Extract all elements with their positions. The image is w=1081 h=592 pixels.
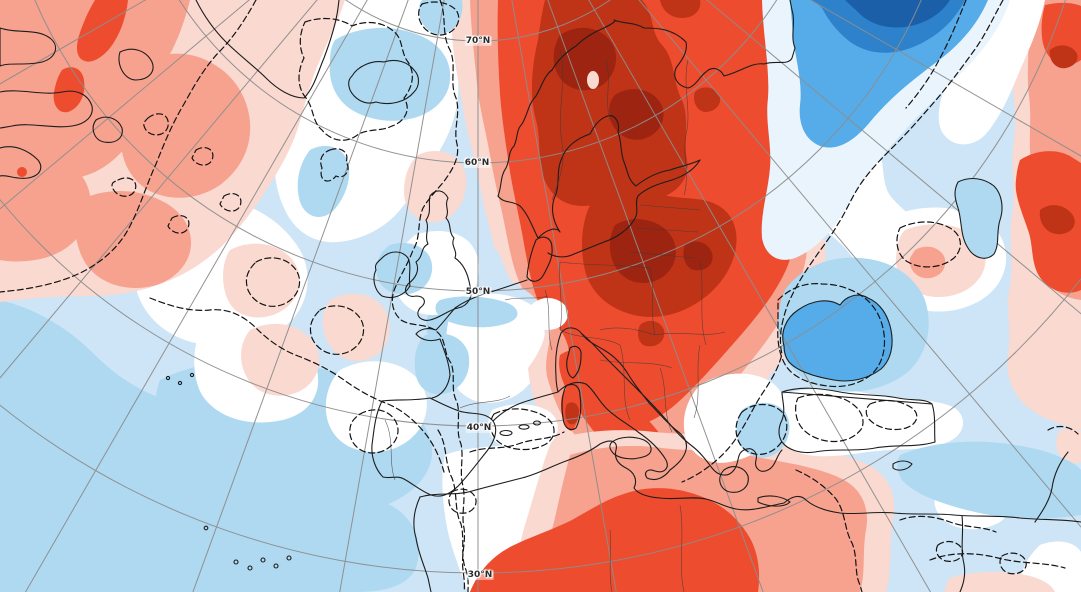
mountain-light-spot [587, 71, 599, 89]
cold-anomaly-cores [297, 0, 1081, 519]
alps-neutral-pocket [528, 298, 568, 330]
black-sea-cold-core [782, 295, 893, 381]
north-africa-coast [419, 440, 1081, 523]
east-europe-warm-core [565, 0, 737, 425]
country-borders [384, 49, 726, 592]
scandinavia-warm-core [531, 0, 688, 206]
great-britain-coast [405, 190, 472, 321]
turkey-coast [778, 387, 936, 454]
scandinavia-coast [497, 0, 796, 197]
sicily-coast [609, 436, 652, 460]
italy-coast [555, 327, 688, 481]
greenland-coast [195, 0, 340, 99]
baltic-sea-coast [497, 115, 701, 258]
iceland-coast [348, 59, 420, 105]
caspian-sea [954, 177, 1003, 259]
black-sea-coast [782, 294, 893, 382]
adriatic-balkan-coast [581, 333, 783, 476]
denmark-coast [526, 236, 553, 282]
ireland-coast [373, 251, 411, 299]
